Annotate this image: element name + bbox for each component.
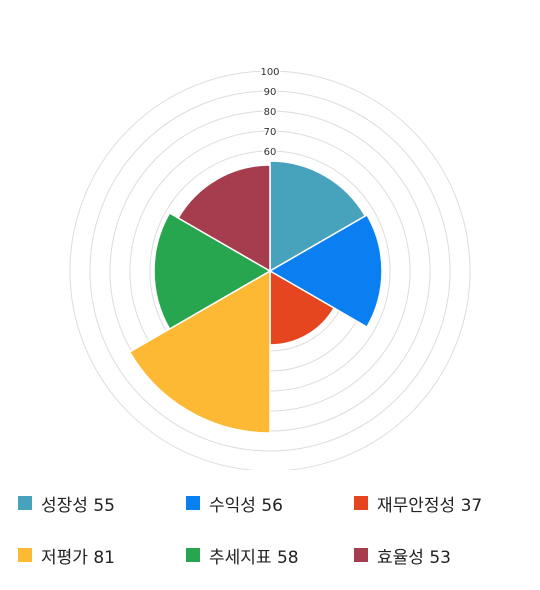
slice-2[interactable]: [268, 213, 383, 329]
legend-item[interactable]: 저평가 81: [18, 540, 186, 570]
legend-label: 수익성 56: [209, 491, 283, 516]
legend-swatch: [354, 496, 368, 510]
polar-area-chart: 60 70 80 90 100: [69, 66, 471, 470]
legend-swatch: [18, 548, 32, 562]
legend-series-name: 수익성: [209, 495, 256, 516]
legend-label: 저평가 81: [41, 543, 115, 568]
legend-series-name: 재무안정성: [377, 495, 456, 516]
slice-6[interactable]: [177, 164, 271, 273]
slice-4[interactable]: [128, 269, 271, 434]
legend-item[interactable]: 추세지표 58: [186, 540, 354, 570]
grid-circle: [89, 90, 451, 452]
slice-3[interactable]: [269, 269, 336, 346]
legend-series-value: 37: [460, 495, 483, 516]
legend-series-name: 효율성: [377, 547, 424, 568]
legend-series-name: 성장성: [41, 495, 88, 516]
legend-label: 효율성 53: [377, 543, 451, 568]
legend-label: 재무안정성 37: [377, 491, 482, 516]
legend-series-value: 58: [276, 547, 299, 568]
legend-swatch: [18, 496, 32, 510]
legend-item[interactable]: 성장성 55: [18, 488, 186, 518]
tick-label: 100: [260, 67, 279, 78]
tick-label: 60: [264, 147, 277, 158]
legend-series-value: 56: [261, 495, 283, 516]
legend-series-name: 저평가: [41, 547, 88, 568]
legend-series-name: 추세지표: [209, 547, 272, 568]
legend-item[interactable]: 재무안정성 37: [354, 488, 528, 518]
slice-1[interactable]: [269, 160, 367, 273]
legend-item[interactable]: 수익성 56: [186, 488, 354, 518]
tick-label: 70: [264, 127, 277, 138]
legend-series-value: 81: [93, 547, 115, 568]
tick-label: 80: [264, 107, 277, 118]
grid-circle: [69, 70, 471, 470]
tick-labels: 60 70 80 90 100: [259, 66, 281, 160]
legend: 성장성 55 수익성 56 재무안정성 37 저평가 81 추세지표 58 효율성 53: [18, 488, 528, 570]
tick-label: 90: [264, 87, 277, 98]
legend-series-value: 55: [93, 495, 115, 516]
slice-5[interactable]: [153, 211, 272, 331]
legend-item[interactable]: 효율성 53: [354, 540, 528, 570]
legend-swatch: [186, 548, 200, 562]
legend-series-value: 53: [429, 547, 451, 568]
slices: [128, 160, 383, 434]
legend-label: 성장성 55: [41, 491, 115, 516]
legend-label: 추세지표 58: [209, 543, 299, 568]
legend-swatch: [186, 496, 200, 510]
legend-swatch: [354, 548, 368, 562]
